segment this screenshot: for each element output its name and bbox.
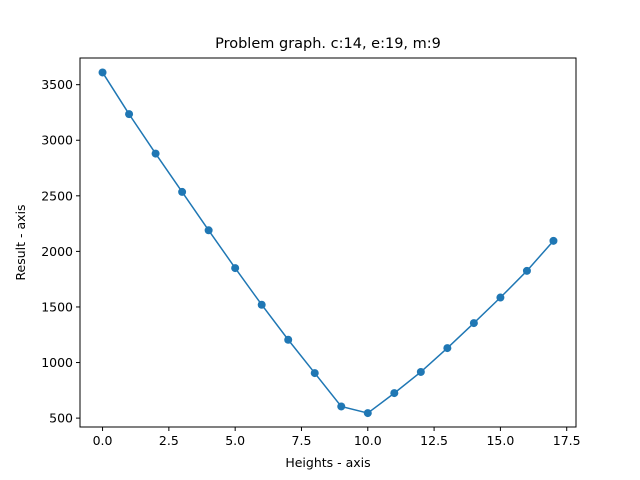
- data-point: [231, 264, 240, 273]
- data-point: [125, 110, 134, 119]
- data-point: [178, 187, 187, 196]
- data-point: [549, 236, 558, 245]
- data-point: [390, 389, 399, 398]
- y-tick-label: 3500: [41, 77, 73, 92]
- y-tick-label: 2000: [41, 244, 73, 259]
- x-tick-label: 15.0: [486, 433, 514, 448]
- data-point: [469, 319, 478, 328]
- data-point: [363, 409, 372, 418]
- data-point: [337, 402, 346, 411]
- chart-title: Problem graph. c:14, e:19, m:9: [215, 36, 441, 52]
- x-axis-label: Heights - axis: [285, 455, 370, 470]
- axes-frame: [79, 57, 577, 428]
- data-point: [496, 293, 505, 302]
- y-tick-label: 2500: [41, 188, 73, 203]
- data-point: [310, 369, 319, 378]
- data-point: [443, 344, 452, 353]
- x-tick-label: 10.0: [354, 433, 382, 448]
- series-line: [101, 72, 555, 414]
- data-point: [284, 335, 293, 344]
- x-tick-label: 7.5: [292, 433, 312, 448]
- y-axis-label: Result - axis: [13, 204, 28, 280]
- x-tick-label: 12.5: [420, 433, 448, 448]
- data-point: [151, 149, 160, 158]
- y-tick-label: 1500: [41, 299, 73, 314]
- data-point: [98, 68, 107, 77]
- data-point: [257, 300, 266, 309]
- y-tick-label: 500: [49, 411, 73, 426]
- data-point: [522, 266, 531, 275]
- x-tick-label: 5.0: [225, 433, 245, 448]
- y-tick-label: 3000: [41, 133, 73, 148]
- x-tick-label: 2.5: [159, 433, 179, 448]
- data-point: [416, 367, 425, 376]
- plot-area: 0.0 2.5 5.0 7.5 10.0 12.5 15.0 17.5 500 1000 1500 2…: [41, 68, 581, 448]
- y-tick-label: 1000: [41, 355, 73, 370]
- data-point: [204, 226, 213, 235]
- x-tick-label: 0.0: [93, 433, 113, 448]
- x-tick-label: 17.5: [553, 433, 581, 448]
